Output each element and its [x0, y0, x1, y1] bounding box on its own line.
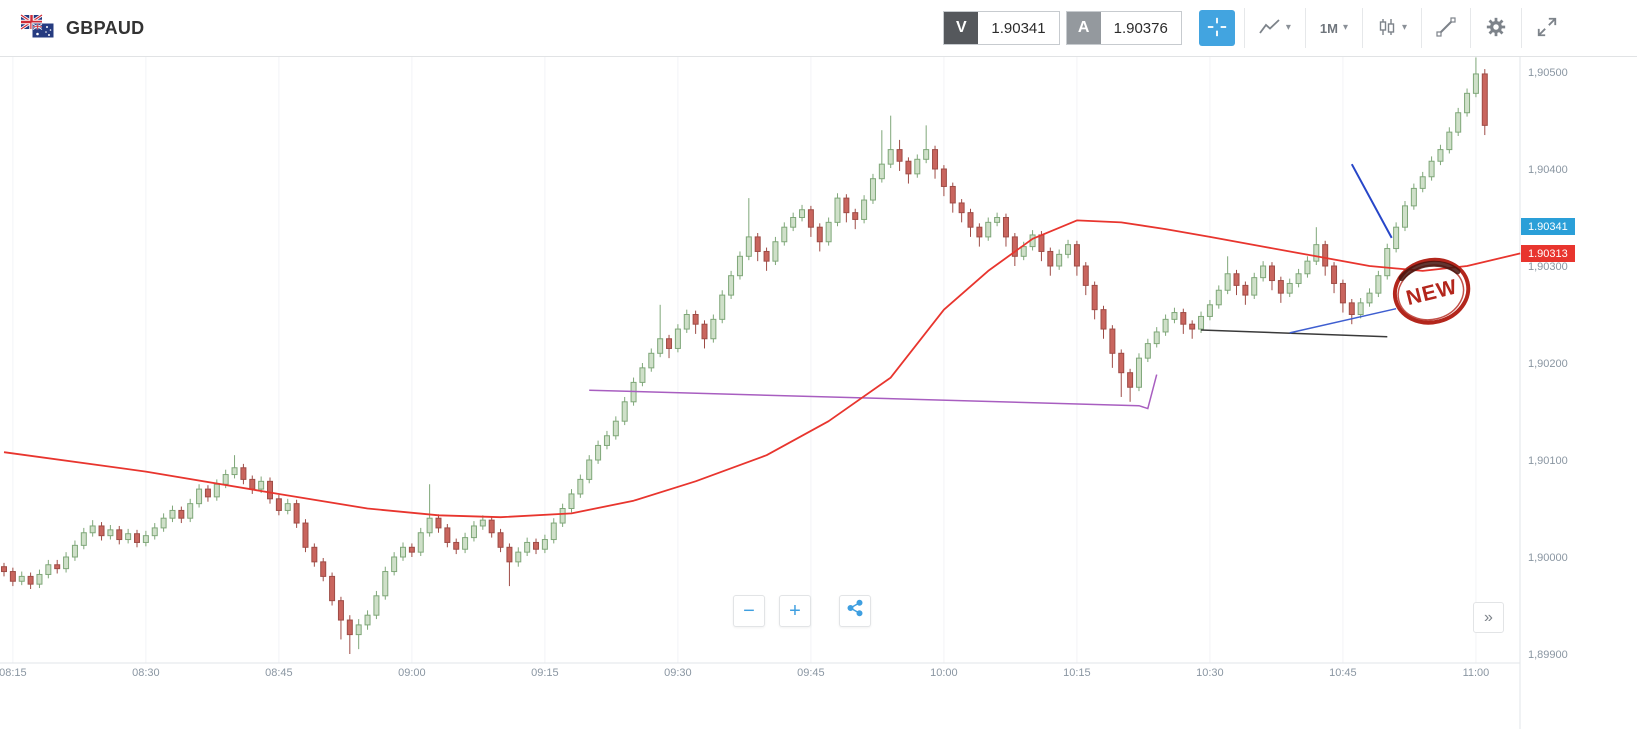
- svg-text:09:15: 09:15: [531, 667, 559, 679]
- candlestick-icon: [1377, 18, 1397, 39]
- svg-text:10:00: 10:00: [930, 667, 958, 679]
- buy-button[interactable]: A 1.90376: [1065, 11, 1182, 45]
- sell-button[interactable]: V 1.90341: [943, 11, 1060, 45]
- ma-price-tag: 1.90313: [1521, 245, 1575, 263]
- share-icon: [846, 599, 864, 623]
- separator: [1421, 8, 1422, 48]
- settings-button[interactable]: [1480, 11, 1512, 46]
- level-line-black: [1200, 329, 1388, 338]
- svg-text:10:30: 10:30: [1196, 667, 1224, 679]
- buy-price: 1.90376: [1113, 19, 1168, 37]
- svg-text:1,90100: 1,90100: [1528, 455, 1568, 467]
- svg-text:09:30: 09:30: [664, 667, 692, 679]
- svg-text:1,90000: 1,90000: [1528, 552, 1568, 564]
- current-price-tag: 1.90341: [1521, 218, 1575, 236]
- quote-group: V 1.90341 A 1.90376: [943, 11, 1182, 45]
- zoom-controls: − +: [733, 595, 871, 627]
- chart-type-button[interactable]: ▾: [1254, 14, 1296, 43]
- svg-text:11:00: 11:00: [1463, 667, 1490, 679]
- svg-text:1,90200: 1,90200: [1528, 358, 1568, 370]
- separator: [1361, 8, 1363, 48]
- svg-text:1,90300: 1,90300: [1528, 261, 1568, 273]
- overlay-lines: [589, 163, 1397, 410]
- price-chart[interactable]: 08:15 08:30 08:45 09:00 09:15 09:30 09:45 10:00…: [0, 57, 1637, 729]
- drawing-tools-button[interactable]: [1431, 12, 1461, 45]
- symbol-title: GBPAUD: [66, 17, 145, 38]
- crosshair-button[interactable]: [1198, 10, 1235, 46]
- separator: [1304, 8, 1306, 48]
- svg-text:NEW: NEW: [1404, 275, 1460, 310]
- candlesticks: [1, 57, 1488, 654]
- separator: [1470, 8, 1471, 48]
- timeframe-label: 1M: [1319, 20, 1338, 36]
- separator: [1521, 8, 1522, 48]
- toolbar: V 1.90341 A 1.90376 ▾: [943, 0, 1637, 56]
- zoom-out-button[interactable]: −: [733, 595, 765, 627]
- trend-line-blue-steep: [1350, 163, 1393, 239]
- x-axis-labels: 08:15 08:30 08:45 09:00 09:15 09:30 09:45 10:00…: [0, 667, 1489, 679]
- expand-icon: [1536, 16, 1558, 41]
- header: GBPAUD V 1.90341 A 1.90376: [0, 0, 1637, 57]
- svg-text:1,89900: 1,89900: [1528, 649, 1568, 661]
- chevron-down-icon: ▾: [1342, 22, 1348, 33]
- fullscreen-button[interactable]: [1531, 11, 1563, 46]
- svg-text:10:45: 10:45: [1329, 667, 1357, 679]
- y-axis-labels: 1,90500 1,90400 1,90300 1,90200 1,90100 1,900…: [1528, 67, 1568, 661]
- gear-icon: [1485, 16, 1507, 41]
- chevron-down-icon: ▾: [1401, 22, 1407, 33]
- svg-text:08:30: 08:30: [132, 667, 160, 679]
- svg-text:09:00: 09:00: [398, 667, 426, 679]
- trend-line-blue-shallow: [1289, 307, 1397, 334]
- candle-style-button[interactable]: ▾: [1372, 13, 1412, 44]
- line-chart-icon: [1259, 18, 1281, 38]
- svg-text:08:15: 08:15: [0, 667, 27, 679]
- australia-flag: [31, 22, 55, 38]
- svg-text:08:45: 08:45: [265, 667, 293, 679]
- gbpaud-flag-icon: [20, 13, 55, 43]
- chart-canvas[interactable]: 08:15 08:30 08:45 09:00 09:15 09:30 09:45 10:00…: [0, 57, 1637, 729]
- share-button[interactable]: [839, 595, 871, 627]
- trend-line-icon: [1436, 16, 1456, 40]
- collapse-panel-button[interactable]: »: [1473, 602, 1504, 633]
- sell-label: V: [944, 12, 979, 44]
- svg-text:10:15: 10:15: [1063, 667, 1091, 679]
- svg-text:1,90400: 1,90400: [1528, 164, 1568, 176]
- buy-label: A: [1066, 12, 1101, 44]
- crosshair-icon: [1206, 16, 1228, 41]
- symbol-block: GBPAUD: [20, 13, 145, 43]
- separator: [1243, 8, 1245, 48]
- svg-text:09:45: 09:45: [797, 667, 825, 679]
- new-stamp: NEW: [1392, 257, 1471, 325]
- chevron-down-icon: ▾: [1285, 22, 1291, 33]
- moving-average-line: [3, 219, 1521, 519]
- svg-text:1,90500: 1,90500: [1528, 67, 1568, 79]
- sell-price: 1.90341: [991, 19, 1046, 37]
- support-line-purple: [589, 374, 1158, 410]
- gridlines: [0, 57, 1521, 729]
- timeframe-button[interactable]: 1M ▾: [1315, 16, 1353, 41]
- zoom-in-button[interactable]: +: [779, 595, 811, 627]
